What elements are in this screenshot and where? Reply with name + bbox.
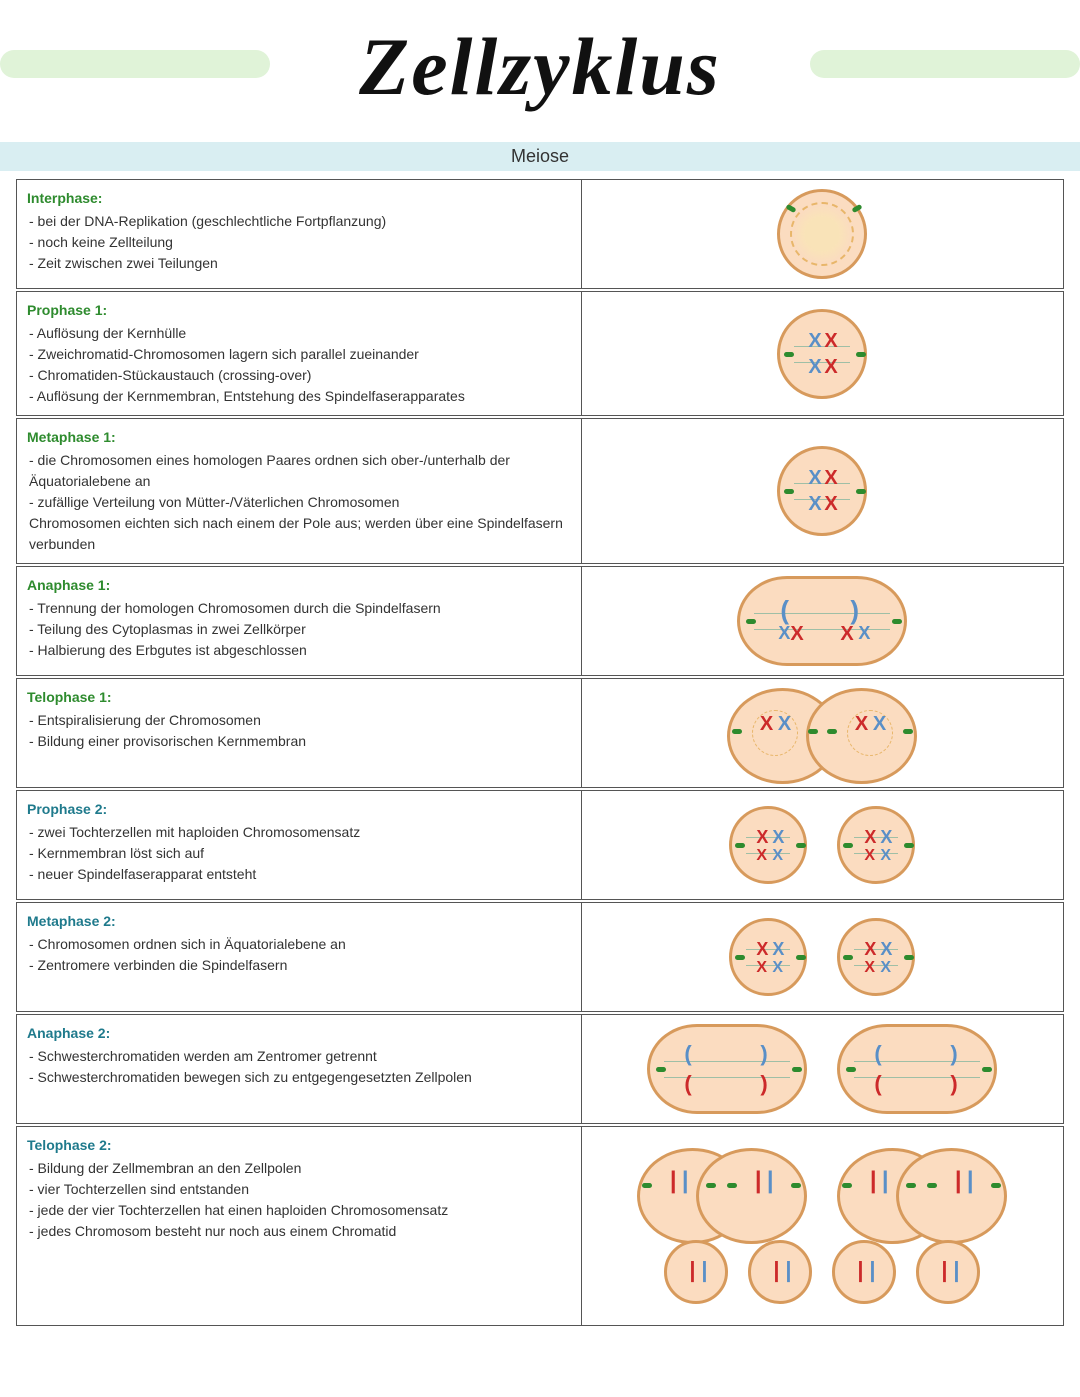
phase-table: Interphase:- bei der DNA-Replikation (ge…: [0, 179, 1080, 1326]
phase-bullet: - zwei Tochterzellen mit haploiden Chrom…: [29, 822, 571, 843]
phase-diagram: XXXXXXXX: [582, 903, 1063, 1011]
phase-heading: Anaphase 2:: [27, 1023, 571, 1044]
phase-diagram: [582, 180, 1063, 288]
phase-bullet: - Zentromere verbinden die Spindelfasern: [29, 955, 571, 976]
phase-text: Prophase 1:- Auflösung der Kernhülle- Zw…: [17, 292, 582, 415]
phase-bullet: - Entspiralisierung der Chromosomen: [29, 710, 571, 731]
phase-bullet: - die Chromosomen eines homologen Paares…: [29, 450, 571, 492]
phase-bullet: - Teilung des Cytoplasmas in zwei Zellkö…: [29, 619, 571, 640]
phase-text: Anaphase 2:- Schwesterchromatiden werden…: [17, 1015, 582, 1123]
phase-row: Metaphase 1:- die Chromosomen eines homo…: [16, 418, 1064, 564]
title-section: Zellzyklus: [0, 0, 1080, 124]
phase-row: Telophase 2:- Bildung der Zellmembran an…: [16, 1126, 1064, 1326]
phase-bullet: - vier Tochterzellen sind entstanden: [29, 1179, 571, 1200]
phase-text: Interphase:- bei der DNA-Replikation (ge…: [17, 180, 582, 288]
phase-heading: Anaphase 1:: [27, 575, 571, 596]
page-title: Zellzyklus: [0, 20, 1080, 114]
phase-bullet: - Trennung der homologen Chromosomen dur…: [29, 598, 571, 619]
phase-bullet: - Halbierung des Erbgutes ist abgeschlos…: [29, 640, 571, 661]
phase-text: Metaphase 2:- Chromosomen ordnen sich in…: [17, 903, 582, 1011]
phase-bullet: - neuer Spindelfaserapparat entsteht: [29, 864, 571, 885]
phase-row: Prophase 1:- Auflösung der Kernhülle- Zw…: [16, 291, 1064, 416]
phase-bullet: - Bildung einer provisorischen Kernmembr…: [29, 731, 571, 752]
phase-bullet: - Kernmembran löst sich auf: [29, 843, 571, 864]
subtitle: Meiose: [0, 142, 1080, 171]
phase-bullet: - bei der DNA-Replikation (geschlechtlic…: [29, 211, 571, 232]
phase-row: Telophase 1:- Entspiralisierung der Chro…: [16, 678, 1064, 788]
phase-bullet: - Zweichromatid-Chromosomen lagern sich …: [29, 344, 571, 365]
phase-heading: Telophase 2:: [27, 1135, 571, 1156]
phase-heading: Telophase 1:: [27, 687, 571, 708]
phase-text: Telophase 2:- Bildung der Zellmembran an…: [17, 1127, 582, 1325]
phase-row: Prophase 2:- zwei Tochterzellen mit hapl…: [16, 790, 1064, 900]
phase-heading: Prophase 2:: [27, 799, 571, 820]
phase-bullet: - Bildung der Zellmembran an den Zellpol…: [29, 1158, 571, 1179]
phase-diagram: ||||||||||||||||: [582, 1127, 1063, 1325]
phase-text: Metaphase 1:- die Chromosomen eines homo…: [17, 419, 582, 563]
phase-diagram: XXXX: [582, 292, 1063, 415]
phase-diagram: XXXX: [582, 679, 1063, 787]
phase-bullet: - Chromosomen ordnen sich in Äquatoriale…: [29, 934, 571, 955]
phase-text: Telophase 1:- Entspiralisierung der Chro…: [17, 679, 582, 787]
phase-bullet: - Schwesterchromatiden werden am Zentrom…: [29, 1046, 571, 1067]
phase-bullet: - Zeit zwischen zwei Teilungen: [29, 253, 571, 274]
phase-diagram: XXXX: [582, 419, 1063, 563]
phase-row: Metaphase 2:- Chromosomen ordnen sich in…: [16, 902, 1064, 1012]
phase-heading: Interphase:: [27, 188, 571, 209]
phase-bullet: - jede der vier Tochterzellen hat einen …: [29, 1200, 571, 1221]
phase-bullet: - Schwesterchromatiden bewegen sich zu e…: [29, 1067, 571, 1088]
phase-text: Prophase 2:- zwei Tochterzellen mit hapl…: [17, 791, 582, 899]
phase-diagram: XXXXXXXX: [582, 791, 1063, 899]
phase-bullet: - Chromatiden-Stückaustauch (crossing-ov…: [29, 365, 571, 386]
phase-row: Anaphase 1:- Trennung der homologen Chro…: [16, 566, 1064, 676]
phase-heading: Prophase 1:: [27, 300, 571, 321]
phase-bullet: Chromosomen eichten sich nach einem der …: [29, 513, 571, 555]
phase-diagram: ()XXXX: [582, 567, 1063, 675]
phase-heading: Metaphase 2:: [27, 911, 571, 932]
phase-bullet: - Auflösung der Kernmembran, Entstehung …: [29, 386, 571, 407]
phase-bullet: - jedes Chromosom besteht nur noch aus e…: [29, 1221, 571, 1242]
phase-heading: Metaphase 1:: [27, 427, 571, 448]
phase-row: Anaphase 2:- Schwesterchromatiden werden…: [16, 1014, 1064, 1124]
phase-bullet: - zufällige Verteilung von Mütter-/Väter…: [29, 492, 571, 513]
phase-row: Interphase:- bei der DNA-Replikation (ge…: [16, 179, 1064, 289]
phase-diagram: ()()()(): [582, 1015, 1063, 1123]
phase-bullet: - Auflösung der Kernhülle: [29, 323, 571, 344]
phase-text: Anaphase 1:- Trennung der homologen Chro…: [17, 567, 582, 675]
phase-bullet: - noch keine Zellteilung: [29, 232, 571, 253]
